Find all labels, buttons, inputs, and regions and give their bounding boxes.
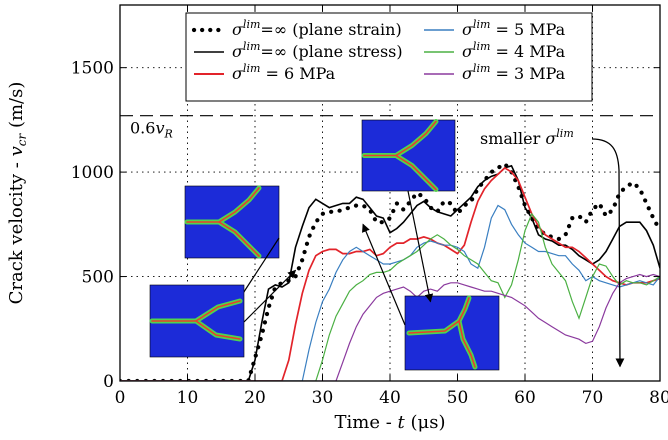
x-tick-label: 60 bbox=[514, 388, 536, 408]
y-tick-label: 1500 bbox=[71, 59, 114, 79]
y-tick-label: 500 bbox=[82, 268, 114, 288]
x-tick-label: 10 bbox=[177, 388, 199, 408]
fracture-inset-1 bbox=[149, 269, 297, 358]
legend-box bbox=[185, 12, 593, 102]
x-tick-label: 30 bbox=[312, 388, 334, 408]
legend-item-5: σlim = 3 MPa bbox=[424, 62, 566, 83]
legend-label: σlim=∞ (plane strain) bbox=[232, 18, 402, 39]
annotation-text: smaller σlim bbox=[480, 127, 574, 148]
series-line-3 bbox=[120, 204, 660, 381]
legend-label: σlim = 5 MPa bbox=[462, 18, 566, 39]
legend-item-4: σlim = 4 MPa bbox=[424, 40, 566, 61]
inset-arrow bbox=[362, 223, 406, 326]
x-axis-ticks: 0 10 20 30 40 50 60 70 80 bbox=[115, 5, 668, 408]
fracture-inset-2 bbox=[362, 223, 500, 371]
y-tick-label: 0 bbox=[103, 372, 114, 392]
legend-label: σlim = 3 MPa bbox=[462, 62, 566, 83]
reference-line: 0.6vR bbox=[120, 115, 660, 141]
annotation: smaller σlim bbox=[480, 127, 625, 368]
crack-path bbox=[363, 120, 437, 191]
legend-item-0: σlim=∞ (plane strain) bbox=[191, 18, 402, 39]
crack-path bbox=[151, 300, 241, 340]
x-tick-label: 70 bbox=[582, 388, 604, 408]
y-axis-ticks: 0 500 1000 1500 bbox=[71, 59, 660, 392]
legend-label: σlim=∞ (plane stress) bbox=[232, 40, 403, 61]
series-line-4 bbox=[120, 212, 660, 381]
crack-path bbox=[408, 297, 476, 368]
legend-item-3: σlim = 5 MPa bbox=[424, 18, 566, 39]
inset-arrow bbox=[407, 190, 434, 303]
fracture-insets bbox=[149, 119, 500, 371]
fracture-inset-0 bbox=[184, 185, 280, 338]
annotation-arrow bbox=[591, 138, 625, 368]
legend-label: σlim = 4 MPa bbox=[462, 40, 566, 61]
reference-line-label: 0.6vR bbox=[130, 119, 173, 141]
x-tick-label: 0 bbox=[115, 388, 126, 408]
legend-label: σlim = 6 MPa bbox=[232, 62, 336, 83]
x-tick-label: 80 bbox=[649, 388, 668, 408]
crack-path bbox=[186, 187, 260, 257]
inset-arrow bbox=[243, 269, 297, 323]
x-axis-label: Time - t (μs) bbox=[335, 412, 446, 433]
x-tick-label: 50 bbox=[447, 388, 469, 408]
legend: σlim=∞ (plane strain) σlim = 5 MPa σlim=∞ … bbox=[185, 12, 593, 102]
data-series bbox=[120, 161, 660, 381]
y-axis-label: Crack velocity - vcr (m/s) bbox=[6, 82, 29, 305]
x-tick-label: 20 bbox=[244, 388, 266, 408]
y-tick-label: 1000 bbox=[71, 163, 114, 183]
series-line-5 bbox=[120, 273, 660, 381]
series-line-2 bbox=[120, 166, 660, 381]
legend-item-1: σlim=∞ (plane stress) bbox=[194, 40, 403, 61]
legend-item-2: σlim = 6 MPa bbox=[194, 62, 336, 83]
x-tick-label: 40 bbox=[379, 388, 401, 408]
fracture-inset-3 bbox=[361, 119, 456, 303]
